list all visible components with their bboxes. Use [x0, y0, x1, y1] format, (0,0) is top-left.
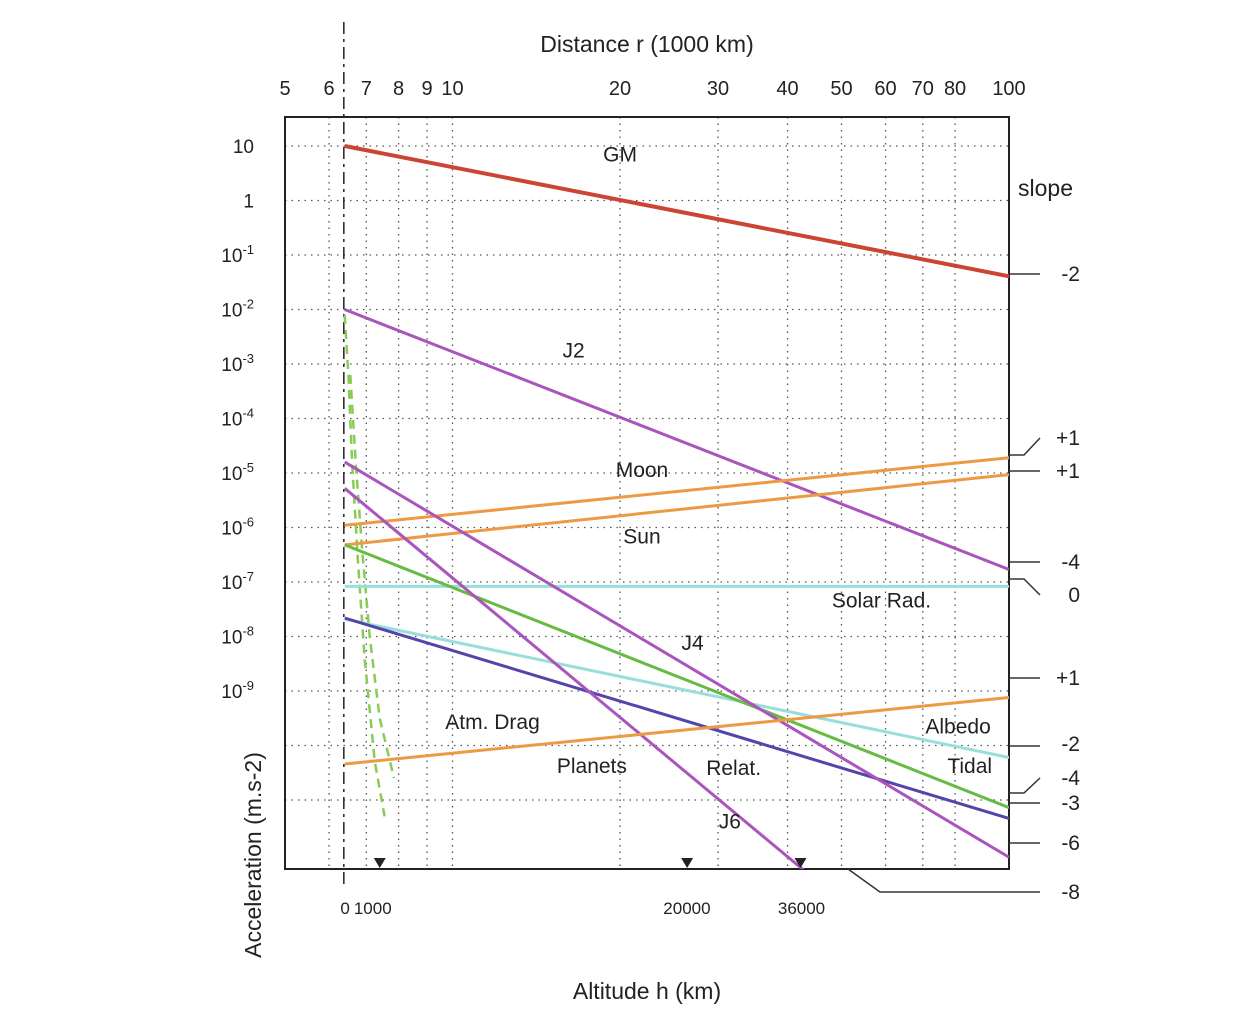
y-tick-label: 10-6	[221, 515, 254, 540]
x-top-tick-label: 9	[421, 78, 432, 100]
x-bottom-tick-label: 1000	[354, 899, 392, 918]
series-line-j6	[343, 487, 805, 869]
series-label: Planets	[557, 755, 627, 778]
atm-drag-curve	[349, 374, 396, 779]
slope-header: slope	[1018, 175, 1073, 201]
y-tick-label: 10-3	[221, 351, 254, 376]
y-tick-label: 10-5	[221, 460, 254, 485]
grid-layer	[284, 117, 1010, 869]
series-label: J4	[681, 632, 704, 655]
x-top-tick-label: 6	[324, 78, 335, 100]
y-tick-label: 10-4	[221, 406, 254, 431]
series-line-j2	[344, 308, 1009, 571]
x-top-tick-label: 20	[609, 78, 631, 100]
x-top-tick-label: 70	[912, 78, 934, 100]
series-label: J6	[719, 810, 741, 833]
x-top-tick-label: 5	[279, 78, 290, 100]
slope-value: -2	[1061, 733, 1080, 756]
x-top-tick-label: 60	[874, 78, 896, 100]
series-line-planets	[344, 696, 1009, 766]
y-tick-label: 10-9	[221, 678, 254, 703]
x-top-tick-label: 7	[361, 78, 372, 100]
top-axis-title: Distance r (1000 km)	[540, 31, 753, 57]
slope-value: +1	[1056, 667, 1080, 690]
x-top-tick-label: 8	[393, 78, 404, 100]
series-layer	[343, 144, 1009, 869]
slope-value: -4	[1061, 767, 1080, 790]
y-tick-label: 10	[233, 137, 254, 158]
slope-leader-line	[1009, 777, 1041, 794]
slope-leader-line	[1009, 578, 1041, 596]
series-label: Tidal	[947, 755, 992, 778]
slope-value: -3	[1061, 792, 1080, 815]
x-top-tick-label: 30	[707, 78, 729, 100]
slope-value: +1	[1056, 427, 1080, 450]
x-top-tick-label: 100	[992, 78, 1025, 100]
series-line-gm	[344, 144, 1009, 279]
series-label: J2	[562, 339, 584, 362]
slope-value: -4	[1061, 551, 1080, 574]
slope-leader-line	[1009, 437, 1041, 456]
slope-value: -8	[1061, 881, 1080, 904]
series-label: Moon	[616, 459, 669, 482]
x-bottom-tick-label: 36000	[778, 899, 825, 918]
altitude-marker-triangle	[373, 858, 386, 868]
altitude-marker-triangle	[681, 858, 694, 868]
y-tick-label: 10-1	[221, 242, 254, 267]
x-bottom-tick-label: 20000	[663, 899, 710, 918]
slope-value: 0	[1068, 584, 1080, 607]
series-line-sun	[344, 473, 1009, 547]
x-top-tick-label: 80	[944, 78, 966, 100]
x-top-tick-label: 10	[441, 78, 463, 100]
y-tick-label: 10-8	[221, 624, 254, 649]
series-line-tidal	[344, 543, 1009, 809]
series-line-relat	[344, 616, 1009, 820]
altitude-marker-triangle	[794, 858, 807, 868]
x-top-tick-label: 50	[830, 78, 852, 100]
series-line-albedo	[344, 617, 1009, 759]
axis-layer: 5 6 7 8 9 10 20 30 40 50 60 70 80 1000 1000 20000 360001…	[221, 78, 1025, 918]
label-layer: GM J2 Moon Sun Solar Rad. J4 Atm. Drag Albedo Pl…	[445, 143, 992, 833]
series-label: Albedo	[925, 716, 990, 739]
series-line-moon	[344, 456, 1009, 527]
x-bottom-tick-label: 0	[340, 899, 349, 918]
series-label: GM	[603, 143, 637, 166]
y-axis-title: Acceleration (m.s-2)	[240, 752, 266, 958]
slope-value: +1	[1056, 460, 1080, 483]
slope-value: -6	[1061, 832, 1080, 855]
slope-leader-line	[847, 868, 1040, 893]
series-label: Sun	[623, 525, 660, 548]
series-label: Relat.	[706, 757, 761, 780]
bottom-axis-title: Altitude h (km)	[573, 978, 721, 1004]
x-top-tick-label: 40	[776, 78, 798, 100]
series-label: Solar Rad.	[832, 590, 931, 613]
series-line-j4	[343, 460, 1009, 859]
y-tick-label: 10-7	[221, 569, 254, 594]
series-label: Atm. Drag	[445, 711, 540, 734]
atm-drag-curve	[343, 314, 386, 817]
slope-value: -2	[1061, 263, 1080, 286]
y-tick-label: 1	[243, 192, 254, 213]
plot-frame	[284, 116, 1010, 870]
y-tick-label: 10-2	[221, 297, 254, 322]
slope-layer: -2+1+1-40+1-2-4-3-6-8	[847, 263, 1080, 904]
